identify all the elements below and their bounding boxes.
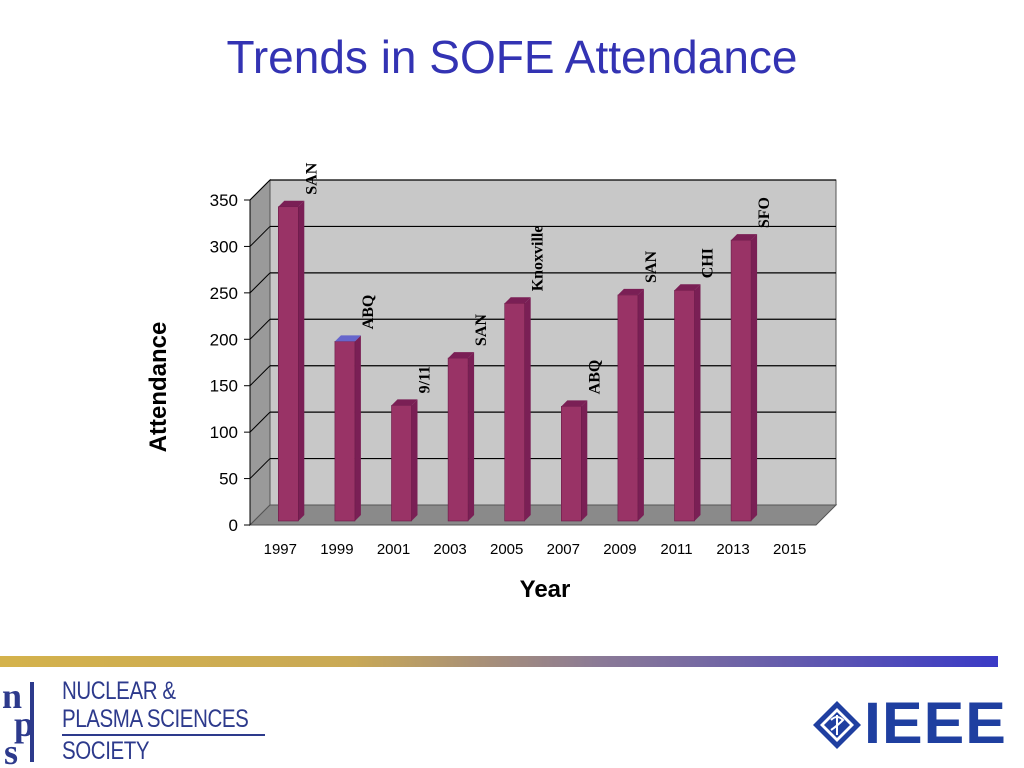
x-axis-title: Year [520,576,571,603]
gridline-side [249,179,271,201]
y-tick-label: 100 [210,423,238,442]
x-tick-label: 2001 [377,541,410,558]
y-tick-label: 0 [229,516,238,535]
bar-data-label: ABQ [360,295,377,330]
bar-top [617,288,644,295]
nps-line-1: NUCLEAR & [62,677,176,705]
nps-logo: n p s NUCLEAR & PLASMA SCIENCES SOCIETY [0,678,280,768]
x-tick-label: 2003 [433,541,466,558]
bar-data-label: SAN [473,314,490,346]
nps-line-2: PLASMA SCIENCES [62,705,249,733]
bar-top [448,352,475,359]
x-tick-label: 2013 [716,541,749,558]
slide-title: Trends in SOFE Attendance [226,31,798,83]
bar-side [524,297,531,521]
x-tick-label: 2009 [603,541,636,558]
bar-top [391,399,418,406]
bar [560,406,582,522]
bar-data-label: Knoxville [530,226,547,292]
y-tick-label: 350 [210,191,238,210]
bar-top [504,297,531,304]
y-tick-label: 300 [210,237,238,256]
bar-side [581,400,588,521]
nps-rule [62,734,265,736]
bar-data-label: SAN [643,250,660,282]
gold-blue-divider [0,656,998,667]
ieee-logo: IEEE [812,691,1024,756]
x-tick-label: 2007 [547,541,580,558]
bar [674,289,695,522]
gridline-side [249,458,271,479]
svg-text:s: s [4,732,18,768]
svg-text:n: n [2,678,22,716]
nps-monogram-icon: n p s [0,678,60,768]
bar-data-label: SFO [756,197,773,228]
bar-top [278,200,305,207]
bar [617,294,639,522]
bar-side [411,399,418,521]
gridline-side [249,365,271,387]
y-tick-label: 200 [210,330,238,349]
x-tick-label: 2005 [490,541,523,558]
gridline-side [249,272,271,294]
gridline-side [249,411,271,433]
x-tick-label: 2015 [773,541,806,558]
y-tick-label: 50 [219,470,238,489]
bar-side [298,200,305,521]
bar-data-label: CHI [700,248,717,278]
bar-data-label: SAN [303,162,320,194]
bar-side [468,352,475,521]
gridline-side [249,318,271,340]
bar-data-label: 9/11 [417,366,434,394]
bar-side [751,234,758,521]
bar-top [561,400,588,407]
y-tick-label: 150 [210,377,238,396]
bar [447,357,469,522]
x-tick-label: 1999 [320,541,353,558]
y-axis-title: Attendance [145,322,172,453]
gridline-side [249,226,271,247]
chart-side-wall [249,178,271,527]
bar-side [694,284,701,521]
bar-data-label: ABQ [586,360,603,395]
bar-top [731,234,758,241]
ieee-diamond-icon [813,701,861,749]
bar [334,341,356,522]
x-tick-label: 2011 [660,541,692,558]
bar-top [334,335,361,342]
bar [277,206,299,522]
ieee-wordmark: IEEE [864,691,1007,756]
bar [730,239,752,522]
attendance-chart: 0 50 100 150 200 250 300 350 1997 SAN 1999 ABQ 2001 9… [145,162,838,603]
bar [504,302,526,522]
bar [391,405,412,522]
bar-side [637,288,644,521]
y-tick-label: 250 [210,284,238,303]
bar-top [674,284,701,291]
nps-line-3: SOCIETY [62,737,150,765]
svg-text:p: p [14,704,34,744]
bar-side [354,335,361,521]
x-tick-label: 1997 [264,541,297,558]
